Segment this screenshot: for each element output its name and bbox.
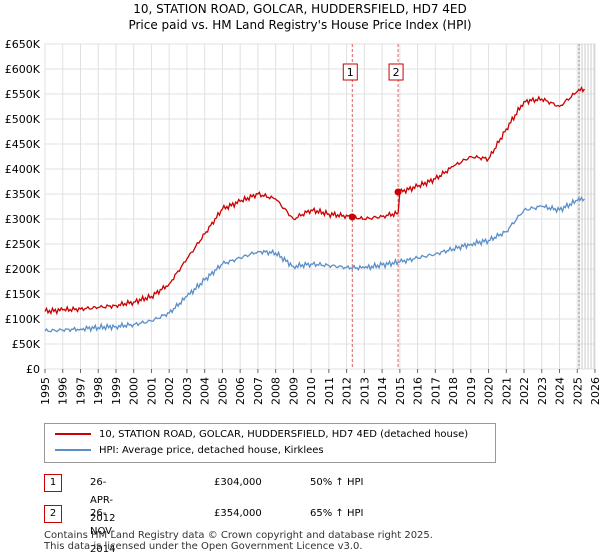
transaction-markers bbox=[348, 188, 402, 221]
x-tick-label: 2006 bbox=[234, 377, 247, 405]
transaction-label: 1 bbox=[347, 66, 354, 79]
x-tick-label: 2015 bbox=[394, 377, 407, 405]
transaction-date: 26-NOV-2014 bbox=[90, 508, 116, 555]
y-tick-label: £300K bbox=[5, 213, 41, 226]
x-tick-label: 1997 bbox=[74, 377, 87, 405]
x-tick-label: 2000 bbox=[128, 377, 141, 405]
transaction-hpi: 65% ↑ HPI bbox=[310, 508, 364, 519]
x-tick-label: 2012 bbox=[341, 377, 354, 405]
plot-area bbox=[44, 43, 596, 370]
y-tick-label: £100K bbox=[5, 313, 41, 326]
legend: 10, STATION ROAD, GOLCAR, HUDDERSFIELD, … bbox=[44, 423, 496, 463]
y-tick-label: £500K bbox=[5, 113, 41, 126]
y-tick-label: £150K bbox=[5, 288, 41, 301]
y-tick-label: £400K bbox=[5, 163, 41, 176]
x-tick-label: 2007 bbox=[252, 377, 265, 405]
x-axis: 1995 1996 1997 1998 1999 2000 2001 2002 2003 2004… bbox=[39, 369, 600, 405]
y-tick-label: £50K bbox=[12, 338, 41, 351]
x-tick-label: 1998 bbox=[92, 377, 105, 405]
x-tick-label: 2013 bbox=[358, 377, 371, 405]
x-tick-label: 2004 bbox=[199, 377, 212, 405]
legend-hpi-label: HPI: Average price, detached house, Kirk… bbox=[99, 445, 324, 456]
legend-item-property: 10, STATION ROAD, GOLCAR, HUDDERSFIELD, … bbox=[55, 427, 468, 443]
future-hatch bbox=[578, 44, 595, 369]
transaction-point bbox=[348, 213, 356, 221]
transaction-hpi: 50% ↑ HPI bbox=[310, 477, 364, 488]
transaction-price: £304,000 bbox=[214, 477, 262, 488]
transaction-price: £354,000 bbox=[214, 508, 262, 519]
footer: Contains HM Land Registry data © Crown c… bbox=[44, 530, 433, 552]
transaction-date: 26-APR-2012 bbox=[90, 477, 116, 524]
x-tick-label: 2016 bbox=[412, 377, 425, 405]
grid bbox=[44, 43, 596, 370]
x-tick-label: 2008 bbox=[270, 377, 283, 405]
x-tick-label: 2009 bbox=[287, 377, 300, 405]
y-tick-label: £0 bbox=[26, 363, 40, 376]
property-line-swatch bbox=[55, 433, 91, 435]
x-tick-label: 2026 bbox=[589, 377, 600, 405]
chart-subtitle: Price paid vs. HM Land Registry's House … bbox=[128, 18, 472, 32]
x-tick-label: 2025 bbox=[571, 377, 584, 405]
transaction-label-box bbox=[388, 63, 404, 81]
x-tick-label: 2002 bbox=[163, 377, 176, 405]
footer-licence: This data is licensed under the Open Gov… bbox=[44, 541, 363, 552]
y-tick-label: £550K bbox=[5, 88, 41, 101]
x-tick-label: 2024 bbox=[554, 377, 567, 405]
transaction-point bbox=[394, 188, 402, 196]
y-tick-label: £250K bbox=[5, 238, 41, 251]
transaction-number: 1 bbox=[44, 474, 62, 492]
x-tick-label: 2018 bbox=[447, 377, 460, 405]
property-price-line bbox=[44, 85, 585, 316]
x-tick-label: 2020 bbox=[483, 377, 496, 405]
x-tick-label: 2023 bbox=[536, 377, 549, 405]
x-tick-label: 2019 bbox=[465, 377, 478, 405]
hpi-line bbox=[44, 196, 585, 333]
transaction-label: 2 bbox=[393, 66, 400, 79]
x-tick-label: 2021 bbox=[500, 377, 513, 405]
x-tick-label: 2011 bbox=[323, 377, 336, 405]
chart-title: 10, STATION ROAD, GOLCAR, HUDDERSFIELD, … bbox=[133, 2, 467, 16]
series bbox=[44, 85, 585, 333]
y-tick-label: £200K bbox=[5, 263, 41, 276]
x-tick-label: 2005 bbox=[216, 377, 229, 405]
x-tick-label: 2017 bbox=[429, 377, 442, 405]
x-tick-label: 2001 bbox=[145, 377, 158, 405]
y-axis: £0 £50K £100K £150K £200K £250K £300K £350K £400… bbox=[5, 38, 41, 376]
transaction-number: 2 bbox=[44, 505, 62, 523]
x-tick-label: 2003 bbox=[181, 377, 194, 405]
y-tick-label: £650K bbox=[5, 38, 41, 51]
x-tick-label: 2022 bbox=[518, 377, 531, 405]
y-tick-label: £600K bbox=[5, 63, 41, 76]
footer-copyright: Contains HM Land Registry data © Crown c… bbox=[44, 530, 433, 541]
hpi-line-swatch bbox=[55, 449, 91, 451]
legend-item-hpi: HPI: Average price, detached house, Kirk… bbox=[55, 443, 324, 459]
x-tick-label: 1999 bbox=[110, 377, 123, 405]
transaction-label-box bbox=[342, 63, 358, 81]
x-tick-label: 2010 bbox=[305, 377, 318, 405]
x-tick-label: 1996 bbox=[57, 377, 70, 405]
x-tick-label: 2014 bbox=[376, 377, 389, 405]
x-tick-label: 1995 bbox=[39, 377, 52, 405]
legend-property-label: 10, STATION ROAD, GOLCAR, HUDDERSFIELD, … bbox=[99, 429, 469, 440]
y-tick-label: £450K bbox=[5, 138, 41, 151]
y-tick-label: £350K bbox=[5, 188, 41, 201]
